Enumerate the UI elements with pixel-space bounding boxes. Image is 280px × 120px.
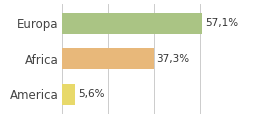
Bar	[62, 84, 75, 105]
Bar	[62, 48, 153, 69]
Text: 5,6%: 5,6%	[78, 89, 105, 99]
Bar	[62, 12, 202, 34]
Text: 57,1%: 57,1%	[205, 18, 238, 28]
Text: 37,3%: 37,3%	[157, 54, 190, 64]
